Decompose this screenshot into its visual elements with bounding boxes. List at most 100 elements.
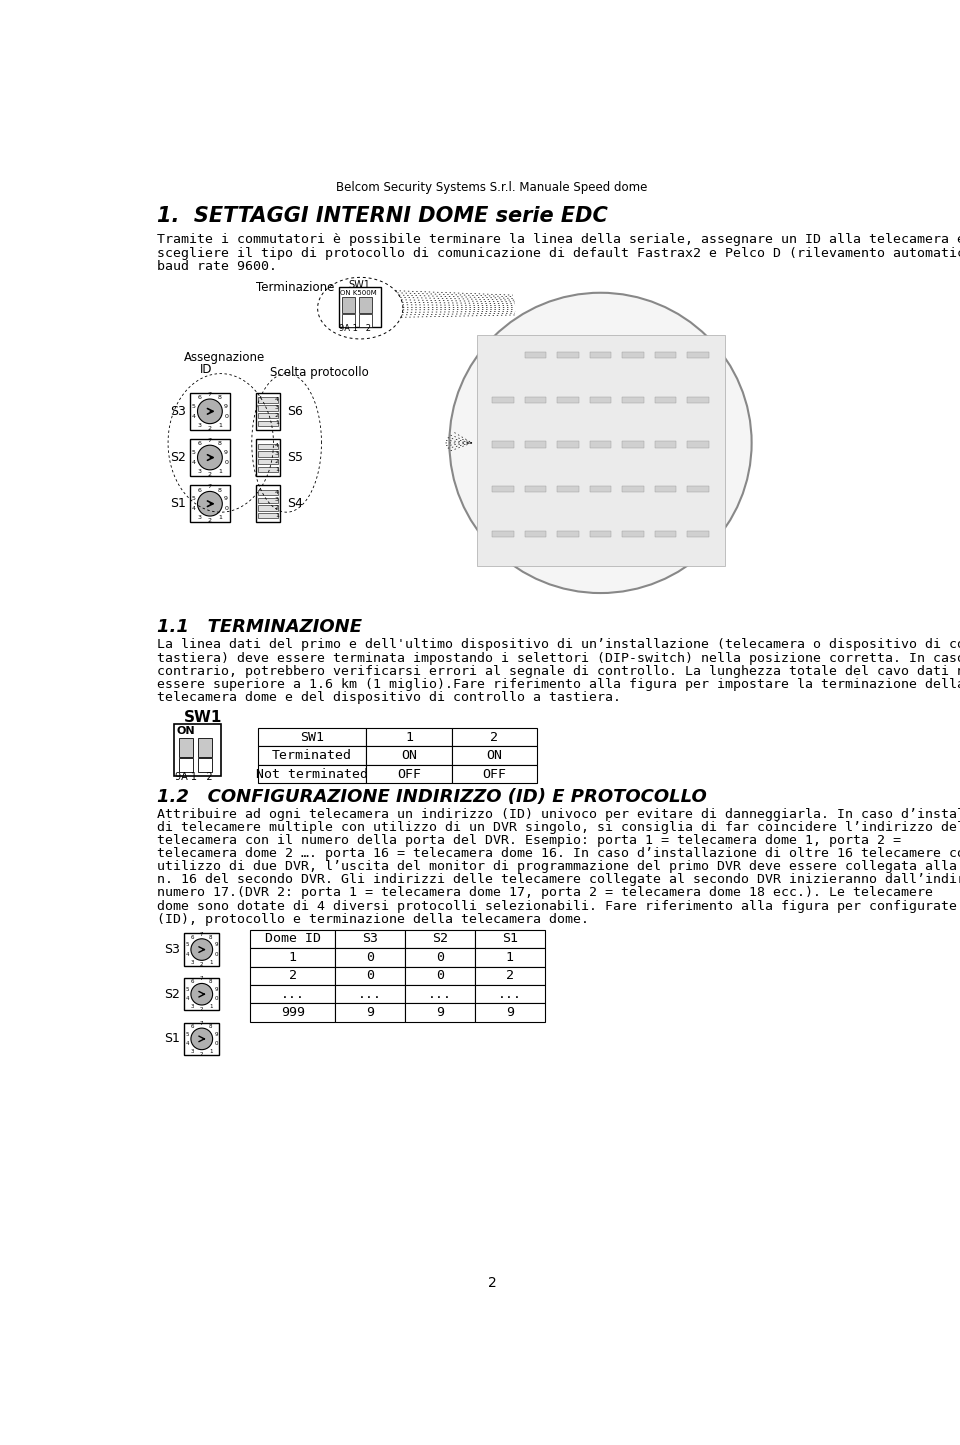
Text: 9: 9	[367, 1006, 374, 1019]
Text: 5: 5	[192, 449, 196, 455]
Text: 6: 6	[191, 980, 195, 984]
FancyBboxPatch shape	[179, 757, 193, 773]
FancyBboxPatch shape	[476, 335, 725, 566]
FancyBboxPatch shape	[557, 486, 579, 493]
Circle shape	[198, 445, 223, 470]
Text: S3: S3	[170, 405, 186, 418]
FancyBboxPatch shape	[589, 530, 612, 538]
FancyBboxPatch shape	[175, 724, 221, 776]
Text: 6: 6	[198, 394, 202, 400]
FancyBboxPatch shape	[557, 530, 579, 538]
FancyBboxPatch shape	[258, 490, 278, 496]
FancyBboxPatch shape	[258, 444, 278, 449]
FancyBboxPatch shape	[258, 460, 278, 464]
Text: 9: 9	[215, 942, 218, 948]
Text: telecamera dome 2 …. porta 16 = telecamera dome 16. In caso d’installazione di o: telecamera dome 2 …. porta 16 = telecame…	[157, 847, 960, 860]
Text: S1: S1	[164, 1032, 180, 1045]
Text: 3: 3	[191, 1049, 195, 1053]
Text: S5: S5	[287, 451, 302, 464]
FancyBboxPatch shape	[199, 757, 212, 773]
Text: 9A 1   2: 9A 1 2	[339, 324, 372, 332]
Text: 0: 0	[215, 952, 218, 957]
FancyBboxPatch shape	[199, 738, 212, 757]
FancyBboxPatch shape	[258, 764, 367, 783]
FancyBboxPatch shape	[258, 451, 278, 457]
Text: 7: 7	[208, 392, 212, 397]
FancyBboxPatch shape	[258, 413, 278, 418]
FancyBboxPatch shape	[343, 298, 355, 312]
Text: 1.  SETTAGGI INTERNI DOME serie EDC: 1. SETTAGGI INTERNI DOME serie EDC	[157, 205, 608, 225]
Text: 2: 2	[506, 970, 514, 983]
Text: ON: ON	[177, 727, 195, 737]
Text: 999: 999	[281, 1006, 305, 1019]
FancyBboxPatch shape	[452, 728, 537, 746]
Text: 5: 5	[185, 987, 189, 991]
Text: 0: 0	[215, 1042, 218, 1046]
Text: 2: 2	[208, 473, 212, 477]
Text: 2: 2	[488, 1276, 496, 1290]
Text: SW1: SW1	[348, 280, 371, 289]
Text: 2: 2	[200, 1052, 204, 1056]
Text: ...: ...	[281, 988, 305, 1001]
FancyBboxPatch shape	[687, 397, 709, 403]
FancyBboxPatch shape	[524, 397, 546, 403]
FancyBboxPatch shape	[622, 353, 644, 358]
Text: di telecamere multiple con utilizzo di un DVR singolo, si consiglia di far coinc: di telecamere multiple con utilizzo di u…	[157, 821, 960, 834]
Text: 5: 5	[185, 1032, 189, 1036]
FancyBboxPatch shape	[335, 985, 405, 1003]
Text: ID: ID	[200, 363, 212, 376]
Text: 6: 6	[198, 441, 202, 447]
Text: 4: 4	[275, 490, 278, 494]
Text: utilizzo di due DVR, l’uscita del monitor di programmazione del primo DVR deve e: utilizzo di due DVR, l’uscita del monito…	[157, 860, 960, 873]
Text: 0: 0	[225, 506, 228, 512]
Text: Belcom Security Systems S.r.l. Manuale Speed dome: Belcom Security Systems S.r.l. Manuale S…	[336, 181, 648, 194]
Text: 1: 1	[275, 467, 278, 471]
FancyBboxPatch shape	[335, 929, 405, 948]
FancyBboxPatch shape	[184, 933, 219, 965]
FancyBboxPatch shape	[405, 948, 475, 967]
Text: 3: 3	[198, 468, 202, 474]
Text: 5: 5	[192, 403, 196, 409]
FancyBboxPatch shape	[367, 746, 452, 764]
FancyBboxPatch shape	[184, 1023, 219, 1055]
FancyBboxPatch shape	[190, 393, 230, 429]
Text: 4: 4	[192, 506, 196, 512]
Text: 6: 6	[191, 1025, 195, 1029]
Text: 4: 4	[192, 415, 196, 419]
FancyBboxPatch shape	[589, 397, 612, 403]
Text: 1: 1	[405, 731, 413, 744]
Text: essere superiore a 1.6 km (1 miglio).Fare riferimento alla figura per impostare : essere superiore a 1.6 km (1 miglio).Far…	[157, 678, 960, 691]
Text: 4: 4	[192, 461, 196, 465]
Text: 1: 1	[289, 951, 297, 964]
Text: S2: S2	[432, 932, 448, 945]
Text: 7: 7	[200, 932, 204, 936]
Text: 7: 7	[208, 484, 212, 490]
FancyBboxPatch shape	[359, 298, 372, 312]
Text: S3: S3	[362, 932, 378, 945]
Text: 8: 8	[218, 487, 222, 493]
FancyBboxPatch shape	[339, 288, 381, 328]
FancyBboxPatch shape	[524, 441, 546, 448]
Text: 2: 2	[275, 413, 278, 418]
Text: SW1: SW1	[300, 731, 324, 744]
Text: 3: 3	[198, 514, 202, 520]
FancyBboxPatch shape	[335, 967, 405, 985]
FancyBboxPatch shape	[190, 439, 230, 475]
FancyBboxPatch shape	[405, 967, 475, 985]
Text: 4: 4	[185, 1042, 189, 1046]
Text: 7: 7	[200, 1022, 204, 1026]
Text: 1: 1	[218, 468, 222, 474]
FancyBboxPatch shape	[258, 467, 278, 473]
Text: 8: 8	[218, 441, 222, 447]
Text: 4: 4	[185, 997, 189, 1001]
Circle shape	[191, 939, 212, 961]
Circle shape	[198, 491, 223, 516]
Text: ON: ON	[487, 749, 502, 762]
Text: 9: 9	[215, 987, 218, 991]
Text: 0: 0	[225, 461, 228, 465]
Text: ...: ...	[498, 988, 522, 1001]
Text: scegliere il tipo di protocollo di comunicazione di default Fastrax2 e Pelco D (: scegliere il tipo di protocollo di comun…	[157, 247, 960, 260]
Text: 1: 1	[209, 1004, 212, 1009]
Text: 2: 2	[208, 519, 212, 523]
Text: 9: 9	[506, 1006, 514, 1019]
